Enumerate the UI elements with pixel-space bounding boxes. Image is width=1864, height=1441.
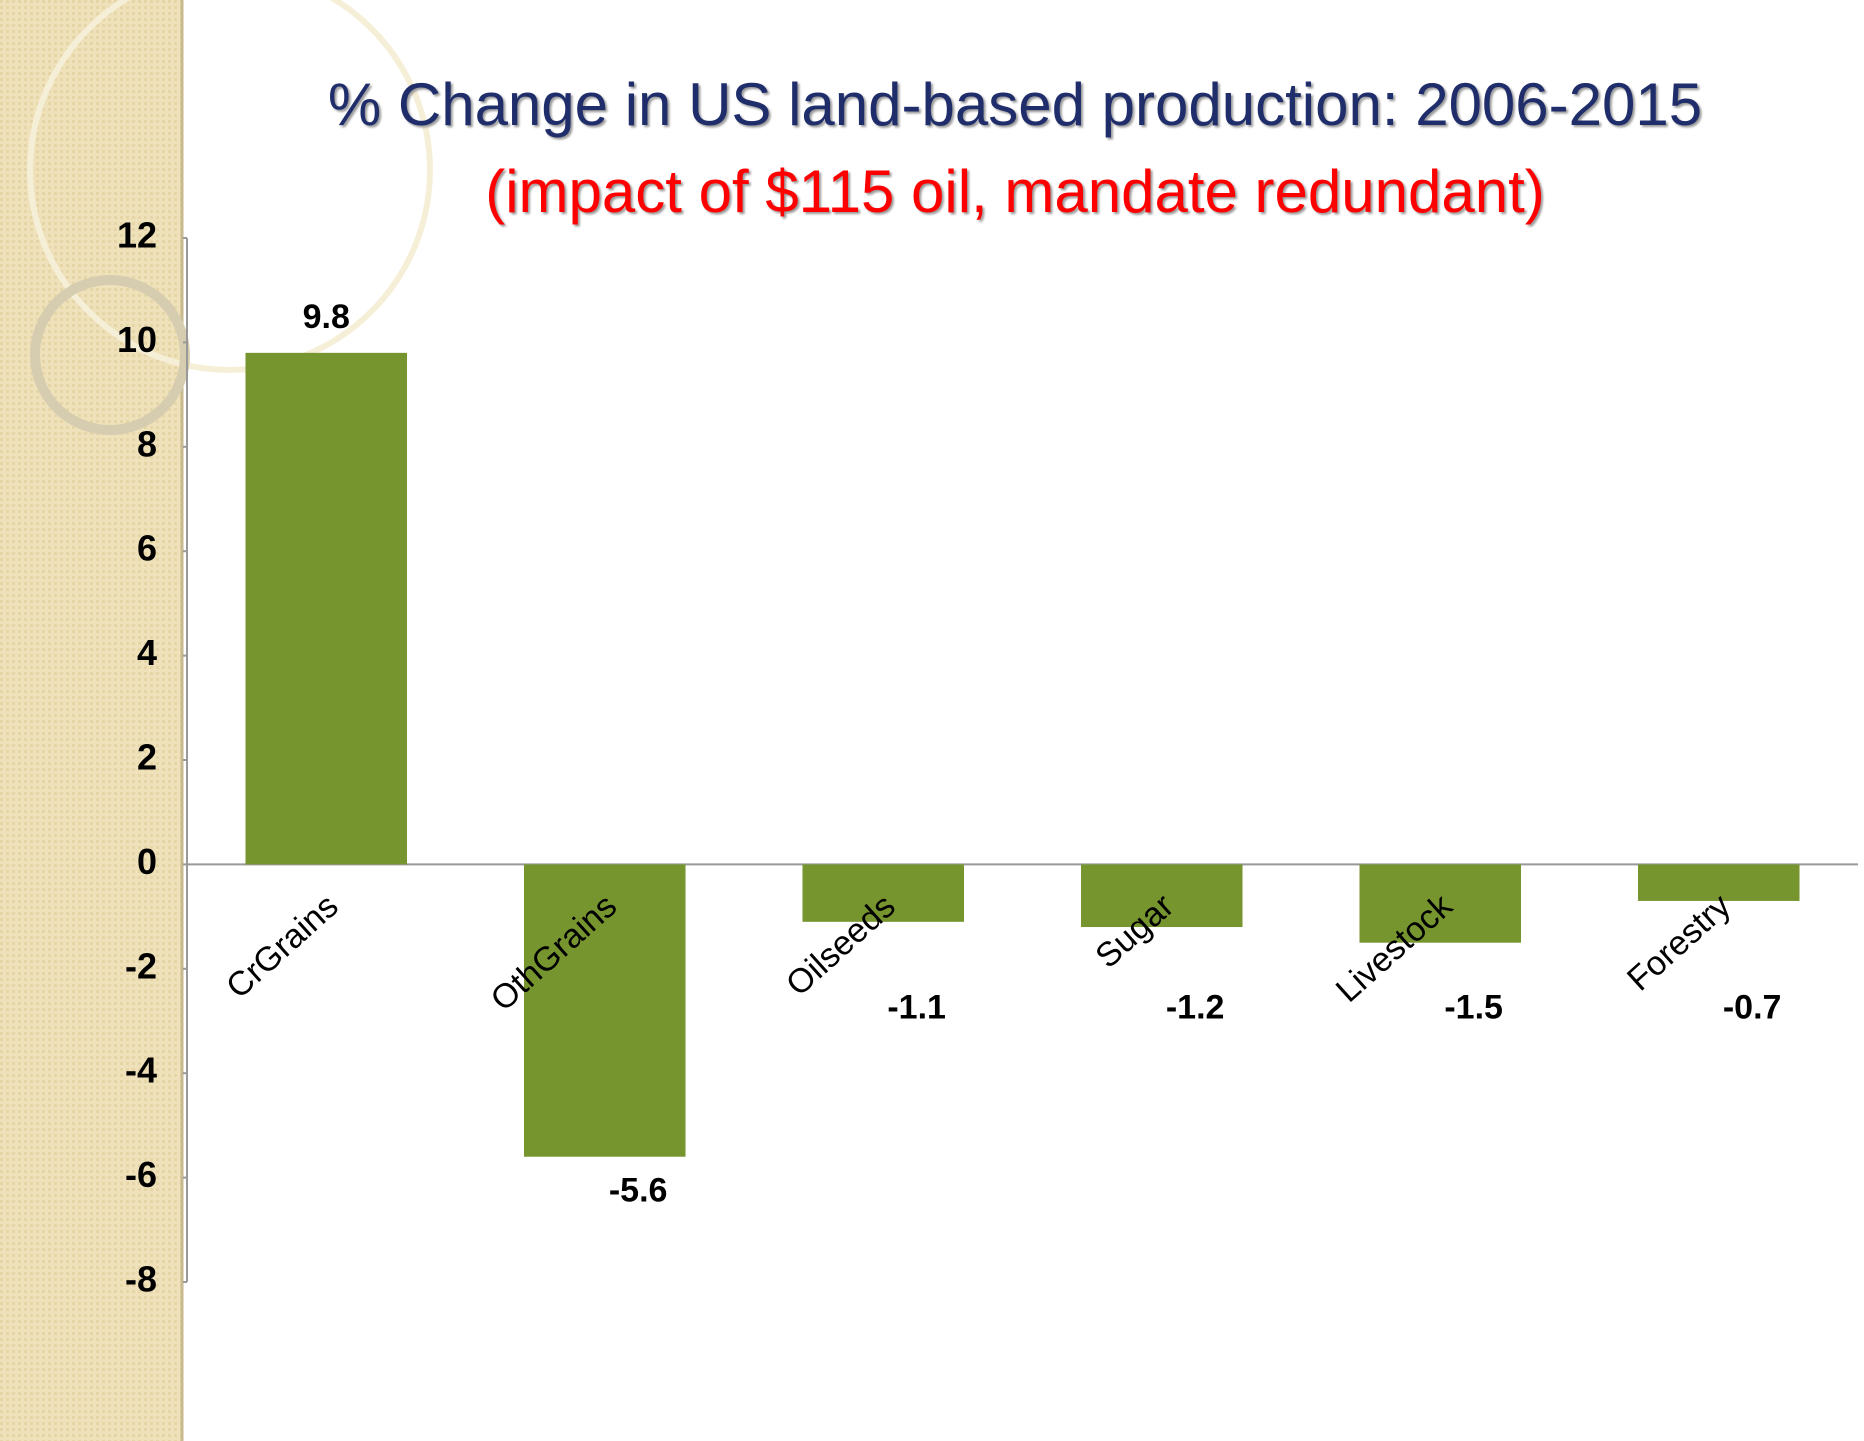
y-tick-label: 8 [137,423,157,464]
y-tick-label: -6 [125,1154,157,1195]
value-label: -5.6 [609,1172,668,1210]
x-tick-label: CrGrains [219,887,346,1006]
value-label: -0.7 [1723,988,1782,1026]
bar [245,352,408,865]
chart-title: % Change in US land-based production: 20… [328,71,1702,138]
bar [523,864,686,1157]
y-tick-label: 0 [137,841,157,882]
bar [1637,864,1800,901]
side-strip [0,0,182,1441]
x-tick-label: Forestry [1620,887,1738,999]
y-tick-label: 10 [117,319,157,360]
value-label: -1.2 [1166,988,1225,1026]
bar [1359,864,1522,943]
decor-ring [30,275,190,435]
y-tick-label: -4 [125,1050,157,1091]
y-tick-label: -2 [125,945,157,986]
y-tick-label: 4 [137,632,157,673]
chart-subtitle: (impact of $115 oil, mandate redundant) [485,158,1545,225]
value-label: -1.5 [1444,988,1503,1026]
value-label: 9.8 [303,298,350,336]
y-tick-label: -8 [125,1259,157,1300]
decor-arc [27,0,433,373]
bar [1080,864,1243,928]
y-tick-label: 2 [137,737,157,778]
bar [802,864,965,922]
value-label: -1.1 [887,988,946,1026]
y-tick-label: 6 [137,528,157,569]
y-tick-label: 12 [117,215,157,256]
